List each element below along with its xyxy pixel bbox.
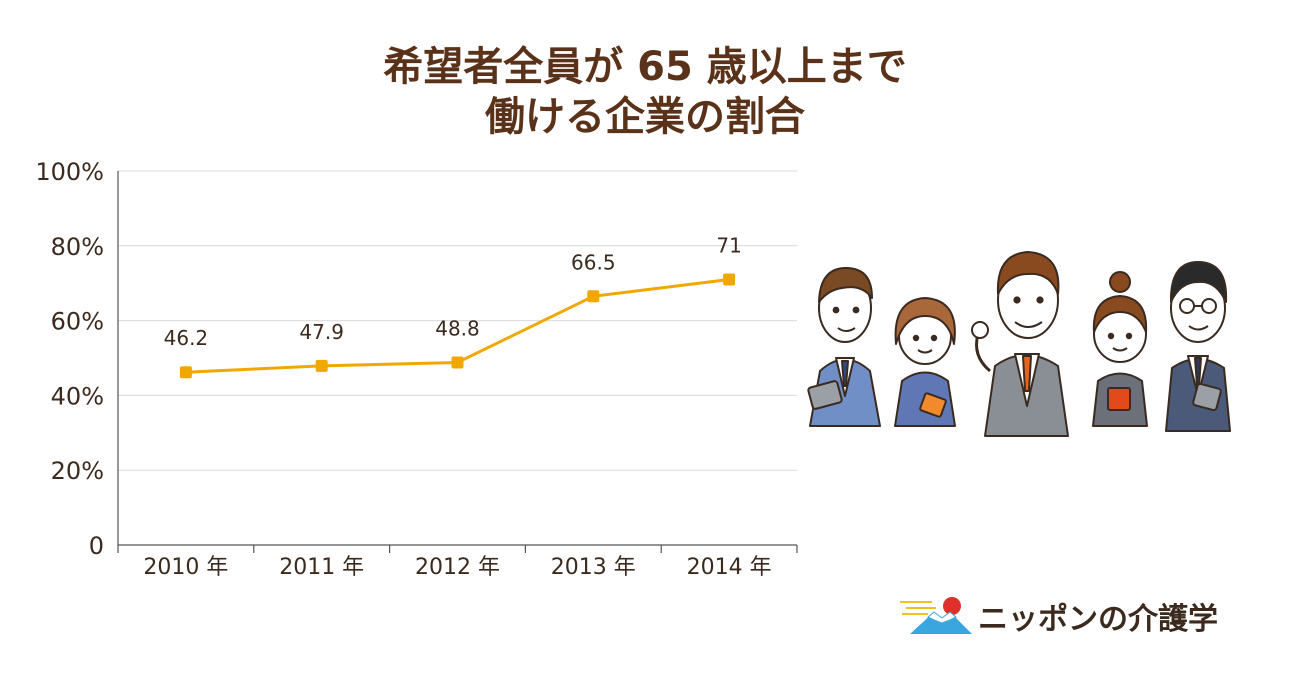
chart-title: 希望者全員が 65 歳以上まで 働ける企業の割合 xyxy=(0,42,1290,142)
title-line-1: 希望者全員が 65 歳以上まで xyxy=(383,44,907,90)
y-tick-label: 0 xyxy=(89,532,104,560)
data-point xyxy=(451,356,464,369)
y-tick-label: 20% xyxy=(51,457,104,485)
data-point xyxy=(179,366,192,379)
person-3 xyxy=(971,251,1069,437)
person-5 xyxy=(1165,261,1231,432)
data-label: 66.5 xyxy=(571,250,616,274)
brand-logo-text: ニッポンの介護学 xyxy=(978,602,1218,637)
data-point xyxy=(587,290,600,303)
x-tick-label: 2012 年 xyxy=(415,555,500,580)
person-2 xyxy=(894,297,956,427)
mount-fuji-logo-icon xyxy=(900,597,972,634)
x-tick-label: 2013 年 xyxy=(551,555,636,580)
y-tick-label: 100% xyxy=(35,158,104,186)
data-label: 48.8 xyxy=(435,316,480,340)
data-point xyxy=(315,359,328,372)
y-tick-label: 40% xyxy=(51,382,104,410)
data-label: 47.9 xyxy=(299,320,344,344)
x-tick-label: 2010 年 xyxy=(143,555,228,580)
person-1 xyxy=(807,267,881,427)
business-people-illustration xyxy=(807,251,1231,437)
data-label: 71 xyxy=(716,233,741,257)
person-4 xyxy=(1092,271,1148,427)
data-point xyxy=(723,273,736,286)
brand-logo: ニッポンの介護学 xyxy=(900,592,1260,640)
y-tick-label: 60% xyxy=(51,308,104,336)
y-tick-label: 80% xyxy=(51,233,104,261)
title-line-2: 働ける企業の割合 xyxy=(485,94,805,140)
x-tick-label: 2014 年 xyxy=(687,555,772,580)
x-tick-label: 2011 年 xyxy=(279,555,364,580)
data-label: 46.2 xyxy=(164,326,209,350)
